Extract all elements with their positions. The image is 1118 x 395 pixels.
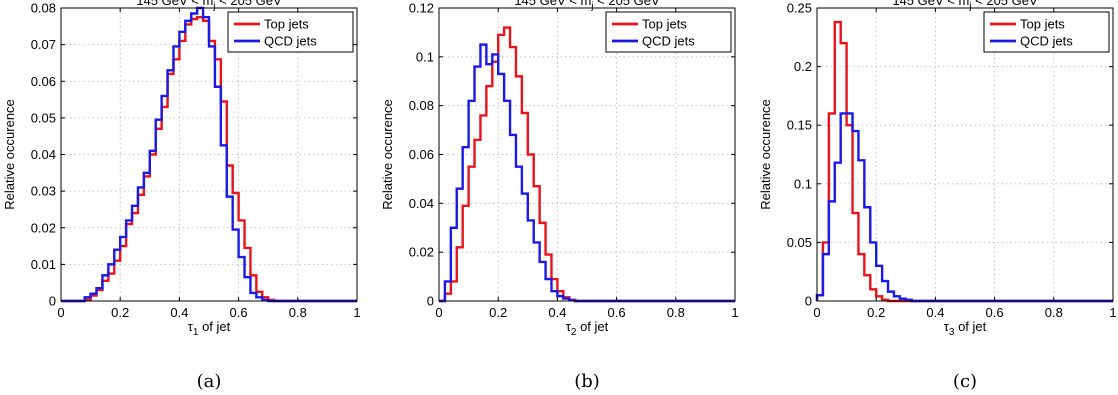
y-tick-label: 0.12	[409, 1, 434, 16]
panel-b: 0 0.2 0.4 0.6 0.8 1 0 0.02 0.04 0.06 0.08 0.1 0.12 14…	[380, 0, 739, 392]
xlabel-subscript: 2	[571, 327, 577, 338]
y-tick-label: 0.04	[31, 147, 56, 162]
y-tick-label: 0.07	[31, 37, 56, 52]
series-line-top-jets	[61, 15, 357, 303]
panel-c: 0 0.2 0.4 0.6 0.8 1 0 0.05 0.1 0.15 0.2 0.25 145 GeV…	[758, 0, 1117, 392]
legend-label: QCD jets	[642, 34, 695, 49]
x-tick-label: 1	[1109, 305, 1116, 320]
series-line-top-jets	[439, 26, 735, 303]
y-tick-label: 0.08	[409, 98, 434, 113]
title-end: < 205 GeV	[972, 0, 1038, 8]
x-tick-label: 0	[435, 305, 442, 320]
y-tick-label: 0.2	[794, 59, 812, 74]
x-tick-label: 0.2	[111, 305, 129, 320]
plot-frame	[816, 7, 1114, 302]
title-main: 145 GeV < m	[136, 0, 213, 8]
x-tick-label: 0.8	[667, 305, 685, 320]
series-line-qcd-jets	[439, 43, 735, 303]
x-tick-label: 0.2	[489, 305, 507, 320]
y-tick-label: 0.01	[31, 257, 56, 272]
title-end: < 205 GeV	[216, 0, 282, 8]
y-tick-label: 0.05	[31, 110, 56, 125]
xlabel-end: of jet	[576, 319, 608, 334]
title-end: < 205 GeV	[594, 0, 660, 8]
y-tick-label: 0.1	[794, 176, 812, 191]
y-tick-label: 0.04	[409, 196, 434, 211]
y-tick-label: 0.05	[787, 235, 812, 250]
legend-box	[605, 11, 732, 53]
legend-box	[227, 11, 354, 53]
x-tick-label: 0.6	[230, 305, 248, 320]
x-tick-label: 0.4	[926, 305, 944, 320]
legend-label: QCD jets	[264, 34, 317, 49]
y-tick-label: 0.25	[787, 1, 812, 16]
chart-title: 145 GeV < mj < 205 GeV	[136, 0, 282, 12]
y-tick-label: 0	[805, 294, 812, 309]
x-tick-label: 0.8	[1045, 305, 1063, 320]
y-tick-label: 0.02	[31, 220, 56, 235]
title-subscript: j	[968, 1, 971, 12]
legend-label: Top jets	[642, 17, 687, 32]
title-subscript: j	[212, 1, 215, 12]
xlabel-symbol: τ	[566, 319, 572, 334]
y-tick-label: 0.1	[416, 49, 434, 64]
x-axis-label: τ1 of jet	[188, 319, 231, 338]
xlabel-subscript: 1	[193, 327, 199, 338]
chart-title: 145 GeV < mj < 205 GeV	[892, 0, 1038, 12]
x-tick-label: 0	[813, 305, 820, 320]
panel-a: 0 0.2 0.4 0.6 0.8 1 0 0.01 0.02 0.03 0.04 0.05 0.06 0…	[2, 0, 361, 392]
legend-label: QCD jets	[1020, 34, 1073, 49]
legend: Top jets QCD jets	[227, 11, 354, 53]
y-tick-label: 0	[49, 294, 56, 309]
x-tick-label: 0.4	[170, 305, 188, 320]
xlabel-end: of jet	[954, 319, 986, 334]
xlabel-symbol: τ	[188, 319, 194, 334]
subfigure-caption: (c)	[953, 371, 977, 392]
y-axis-label: Relative occurence	[2, 99, 17, 210]
title-main: 145 GeV < m	[514, 0, 591, 8]
y-axis-label: Relative occurence	[758, 99, 773, 210]
x-tick-label: 1	[353, 305, 360, 320]
x-tick-label: 0.2	[867, 305, 885, 320]
x-axis-label: τ2 of jet	[566, 319, 609, 338]
legend-label: Top jets	[1020, 17, 1065, 32]
y-tick-label: 0.02	[409, 245, 434, 260]
title-subscript: j	[590, 1, 593, 12]
x-tick-label: 0.8	[289, 305, 307, 320]
legend-label: Top jets	[264, 17, 309, 32]
y-tick-label: 0	[427, 294, 434, 309]
y-axis-label: Relative occurence	[380, 99, 395, 210]
title-main: 145 GeV < m	[892, 0, 969, 8]
xlabel-subscript: 3	[949, 327, 955, 338]
legend: Top jets QCD jets	[605, 11, 732, 53]
legend-box	[983, 11, 1110, 53]
grid-lines	[439, 8, 735, 301]
x-tick-label: 0.6	[608, 305, 626, 320]
chart-title: 145 GeV < mj < 205 GeV	[514, 0, 660, 12]
y-tick-label: 0.08	[31, 1, 56, 16]
x-tick-label: 0.4	[548, 305, 566, 320]
y-tick-label: 0.15	[787, 118, 812, 133]
y-tick-label: 0.06	[409, 147, 434, 162]
x-axis-label: τ3 of jet	[944, 319, 987, 338]
x-tick-label: 0.6	[986, 305, 1004, 320]
xlabel-symbol: τ	[944, 319, 950, 334]
y-tick-label: 0.06	[31, 74, 56, 89]
legend: Top jets QCD jets	[983, 11, 1110, 53]
series-line-qcd-jets	[815, 112, 1113, 303]
y-tick-label: 0.03	[31, 184, 56, 199]
x-tick-label: 0	[57, 305, 64, 320]
subfigure-caption: (b)	[574, 371, 600, 392]
subfigure-caption: (a)	[197, 371, 222, 392]
xlabel-end: of jet	[198, 319, 230, 334]
x-tick-label: 1	[731, 305, 738, 320]
